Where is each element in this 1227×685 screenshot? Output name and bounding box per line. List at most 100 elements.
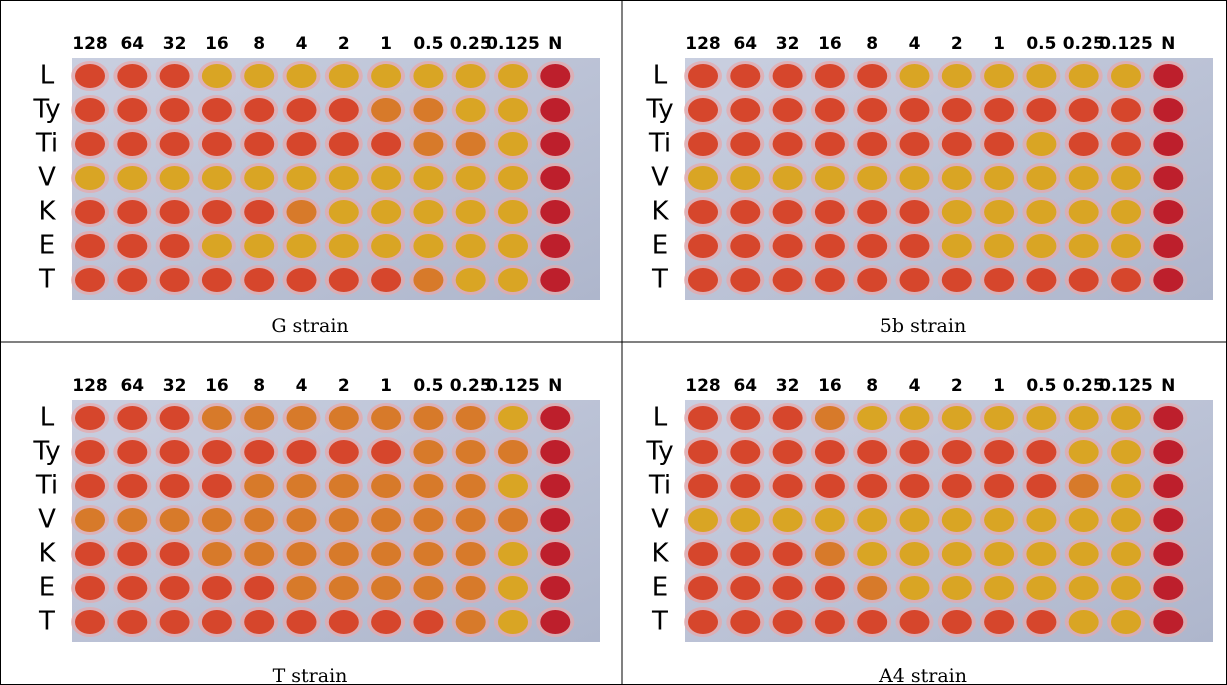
well: [202, 610, 232, 634]
well: [730, 64, 760, 88]
row-label: K: [38, 539, 56, 569]
well: [984, 98, 1014, 122]
well: [244, 440, 274, 464]
well: [857, 234, 887, 258]
well: [942, 64, 972, 88]
column-label: 2: [951, 376, 963, 396]
column-label: 128: [72, 376, 108, 396]
well: [815, 200, 845, 224]
well: [75, 508, 105, 532]
column-label: N: [1161, 34, 1175, 54]
well: [202, 440, 232, 464]
well: [456, 98, 486, 122]
well: [75, 268, 105, 292]
column-label: 1: [993, 34, 1005, 54]
well: [498, 474, 528, 498]
well: [857, 166, 887, 190]
well: [329, 610, 359, 634]
well: [984, 542, 1014, 566]
well: [1026, 268, 1056, 292]
well: [773, 166, 803, 190]
well: [160, 234, 190, 258]
well: [1153, 132, 1183, 156]
well: [456, 234, 486, 258]
well: [1111, 268, 1141, 292]
well: [244, 200, 274, 224]
well: [371, 440, 401, 464]
well: [371, 576, 401, 600]
row-label: V: [38, 505, 56, 535]
well: [540, 576, 570, 600]
well: [1069, 406, 1099, 430]
well: [942, 542, 972, 566]
well: [942, 166, 972, 190]
well: [1153, 474, 1183, 498]
well: [244, 576, 274, 600]
column-label: 16: [818, 34, 842, 54]
well: [160, 132, 190, 156]
well: [1026, 234, 1056, 258]
well: [540, 474, 570, 498]
well: [413, 64, 443, 88]
well: [1111, 64, 1141, 88]
well: [730, 200, 760, 224]
well: [371, 542, 401, 566]
well: [413, 98, 443, 122]
row-label: E: [652, 231, 668, 261]
well: [202, 234, 232, 258]
well: [984, 508, 1014, 532]
well: [540, 610, 570, 634]
well: [942, 610, 972, 634]
well: [730, 98, 760, 122]
well: [117, 200, 147, 224]
well: [413, 610, 443, 634]
well: [942, 576, 972, 600]
row-label: L: [40, 403, 55, 433]
well: [688, 610, 718, 634]
well: [329, 64, 359, 88]
well: [942, 268, 972, 292]
well: [900, 610, 930, 634]
well: [1026, 542, 1056, 566]
well: [942, 200, 972, 224]
well: [1026, 508, 1056, 532]
well: [75, 166, 105, 190]
well: [1153, 576, 1183, 600]
well: [730, 268, 760, 292]
well: [75, 200, 105, 224]
well: [160, 98, 190, 122]
column-label: 8: [866, 34, 878, 54]
well: [984, 200, 1014, 224]
well: [244, 234, 274, 258]
column-label: 1: [993, 376, 1005, 396]
well: [75, 64, 105, 88]
well: [730, 166, 760, 190]
row-label: V: [651, 163, 669, 193]
well: [1153, 440, 1183, 464]
well: [413, 474, 443, 498]
well: [1153, 64, 1183, 88]
well: [1153, 166, 1183, 190]
row-label: V: [651, 505, 669, 535]
well: [329, 268, 359, 292]
well: [1153, 234, 1183, 258]
well: [1026, 64, 1056, 88]
well: [1111, 98, 1141, 122]
figure: 12864321684210.50.250.125NLTyTiVKETG str…: [0, 0, 1227, 685]
well: [413, 132, 443, 156]
well: [815, 440, 845, 464]
well: [730, 508, 760, 532]
well: [1026, 406, 1056, 430]
well: [984, 234, 1014, 258]
well: [688, 166, 718, 190]
column-label: 0.5: [413, 34, 443, 54]
column-label: 2: [338, 34, 350, 54]
column-label: 64: [120, 34, 144, 54]
well: [688, 508, 718, 532]
well: [730, 440, 760, 464]
well: [815, 576, 845, 600]
well: [773, 474, 803, 498]
well: [75, 610, 105, 634]
well: [942, 406, 972, 430]
well: [815, 166, 845, 190]
